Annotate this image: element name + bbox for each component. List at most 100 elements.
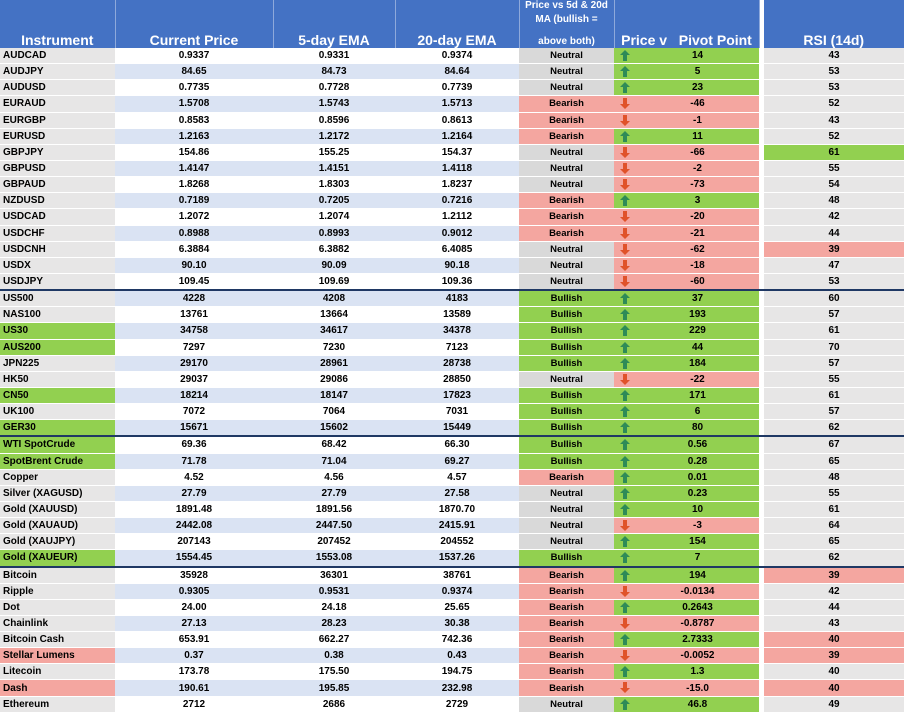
table-row[interactable]: Silver (XAGUSD) 27.79 27.79 27.58 Neutral 0.2…	[0, 485, 904, 502]
cell-instrument[interactable]: Copper	[0, 469, 115, 486]
table-row[interactable]: GBPAUD 1.8268 1.8303 1.8237 Neutral -73 54	[0, 176, 904, 194]
header-ema5[interactable]: 5-day EMA	[273, 28, 396, 48]
cell-instrument[interactable]: USDX	[0, 257, 115, 274]
table-row[interactable]: EURUSD 1.2163 1.2172 1.2164 Bearish 11 52	[0, 128, 904, 145]
cell-instrument[interactable]: Gold (XAUUSD)	[0, 501, 115, 519]
table-row[interactable]: Gold (XAUUSD) 1891.48 1891.56 1870.70 Neutra…	[0, 501, 904, 519]
cell-instrument[interactable]: GBPUSD	[0, 160, 115, 178]
header-pivot[interactable]: Price v Pivot Point	[614, 28, 760, 48]
table-row[interactable]: NAS100 13761 13664 13589 Bullish 193 57	[0, 306, 904, 324]
table-row[interactable]: USDJPY 109.45 109.69 109.36 Neutral -60 53	[0, 273, 904, 291]
table-row[interactable]: Gold (XAUEUR) 1554.45 1553.08 1537.26 Bullis…	[0, 549, 904, 567]
arrow-down-icon	[614, 517, 636, 535]
table-row[interactable]: USDCAD 1.2072 1.2074 1.2112 Bearish -20 42	[0, 208, 904, 226]
header-ema20[interactable]: 20-day EMA	[395, 28, 520, 48]
table-row[interactable]: AUDUSD 0.7735 0.7728 0.7739 Neutral 23 53	[0, 79, 904, 97]
table-row[interactable]: US500 4228 4208 4183 Bullish 37 60	[0, 289, 904, 308]
table-row[interactable]: Copper 4.52 4.56 4.57 Bearish 0.01 48	[0, 469, 904, 486]
cell-gap	[759, 469, 764, 486]
cell-instrument[interactable]: AUDCAD	[0, 48, 115, 65]
table-row[interactable]: Litecoin 173.78 175.50 194.75 Bearish 1.3 40	[0, 663, 904, 681]
cell-instrument[interactable]: Gold (XAUAUD)	[0, 517, 115, 535]
cell-instrument[interactable]: WTI SpotCrude	[0, 435, 115, 454]
cell-instrument[interactable]: UK100	[0, 403, 115, 421]
cell-instrument[interactable]: GER30	[0, 419, 115, 437]
table-row[interactable]: Gold (XAUJPY) 207143 207452 204552 Neutral 15…	[0, 533, 904, 551]
table-row[interactable]: Gold (XAUAUD) 2442.08 2447.50 2415.91 Neutra…	[0, 517, 904, 535]
table-row[interactable]: Dot 24.00 24.18 25.65 Bearish 0.2643 44	[0, 599, 904, 616]
table-row[interactable]: EURAUD 1.5708 1.5743 1.5713 Bearish -46 52	[0, 95, 904, 113]
cell-current-price: 69.36	[115, 435, 273, 454]
table-row[interactable]: Dash 190.61 195.85 232.98 Bearish -15.0 40	[0, 679, 904, 697]
table-row[interactable]: CN50 18214 18147 17823 Bullish 171 61	[0, 387, 904, 405]
cell-instrument[interactable]: EURUSD	[0, 128, 115, 145]
table-row[interactable]: Ripple 0.9305 0.9531 0.9374 Bearish -0.0134 42	[0, 583, 904, 600]
cell-instrument[interactable]: USDCHF	[0, 225, 115, 242]
cell-instrument[interactable]: NAS100	[0, 306, 115, 324]
table-row[interactable]: Bitcoin 35928 36301 38761 Bearish 194 39	[0, 565, 904, 584]
header-trend-line3[interactable]: above both)	[519, 28, 615, 48]
table-row[interactable]: SpotBrent Crude 71.78 71.04 69.27 Bullish 0.2…	[0, 453, 904, 470]
cell-instrument[interactable]: AUDUSD	[0, 79, 115, 97]
table-row[interactable]: AUDJPY 84.65 84.73 84.64 Neutral 5 53	[0, 63, 904, 81]
table-row[interactable]: GER30 15671 15602 15449 Bullish 80 62	[0, 419, 904, 437]
cell-instrument[interactable]: GBPAUD	[0, 176, 115, 194]
cell-instrument[interactable]: Dot	[0, 599, 115, 616]
cell-trend-status: Neutral	[519, 79, 614, 97]
cell-instrument[interactable]: Gold (XAUJPY)	[0, 533, 115, 551]
table-row[interactable]: USDX 90.10 90.09 90.18 Neutral -18 47	[0, 257, 904, 274]
cell-gap	[759, 128, 764, 145]
cell-instrument[interactable]: Litecoin	[0, 663, 115, 681]
cell-instrument[interactable]: NZDUSD	[0, 192, 115, 210]
cell-instrument[interactable]: CN50	[0, 387, 115, 405]
cell-instrument[interactable]: Ethereum	[0, 696, 115, 713]
table-row[interactable]: HK50 29037 29086 28850 Neutral -22 55	[0, 371, 904, 388]
cell-instrument[interactable]: Dash	[0, 679, 115, 697]
header-instrument[interactable]: Instrument	[0, 28, 116, 48]
table-row[interactable]: USDCNH 6.3884 6.3882 6.4085 Neutral -62 39	[0, 241, 904, 258]
table-row[interactable]: EURGBP 0.8583 0.8596 0.8613 Bearish -1 43	[0, 112, 904, 129]
table-row[interactable]: Stellar Lumens 0.37 0.38 0.43 Bearish -0.0052…	[0, 647, 904, 665]
table-row[interactable]: Chainlink 27.13 28.23 30.38 Bearish -0.8787 43	[0, 615, 904, 633]
cell-instrument[interactable]: Bitcoin	[0, 565, 115, 584]
cell-instrument[interactable]: AUS200	[0, 339, 115, 356]
cell-instrument[interactable]: USDJPY	[0, 273, 115, 291]
table-row[interactable]: WTI SpotCrude 69.36 68.42 66.30 Bullish 0.56 6…	[0, 435, 904, 454]
cell-instrument[interactable]: Chainlink	[0, 615, 115, 633]
cell-instrument[interactable]: Silver (XAGUSD)	[0, 485, 115, 502]
cell-instrument[interactable]: US500	[0, 289, 115, 308]
arrow-down-icon	[614, 208, 636, 226]
cell-rsi: 42	[764, 208, 904, 226]
cell-instrument[interactable]: AUDJPY	[0, 63, 115, 81]
header-current-price[interactable]: Current Price	[115, 28, 274, 48]
cell-instrument[interactable]: JPN225	[0, 355, 115, 372]
cell-instrument[interactable]: Bitcoin Cash	[0, 631, 115, 649]
cell-instrument[interactable]: USDCNH	[0, 241, 115, 258]
cell-pivot-point: 46.8	[636, 696, 759, 713]
table-row[interactable]: USDCHF 0.8988 0.8993 0.9012 Bearish -21 44	[0, 225, 904, 242]
cell-rsi: 48	[764, 469, 904, 486]
table-row[interactable]: JPN225 29170 28961 28738 Bullish 184 57	[0, 355, 904, 372]
table-row[interactable]: Bitcoin Cash 653.91 662.27 742.36 Bearish 2.7…	[0, 631, 904, 649]
cell-instrument[interactable]: GBPJPY	[0, 144, 115, 161]
table-row[interactable]: GBPJPY 154.86 155.25 154.37 Neutral -66 61	[0, 144, 904, 161]
table-row[interactable]: NZDUSD 0.7189 0.7205 0.7216 Bearish 3 48	[0, 192, 904, 210]
header-price-vs: Price v	[621, 32, 668, 48]
cell-instrument[interactable]: USDCAD	[0, 208, 115, 226]
cell-instrument[interactable]: US30	[0, 322, 115, 340]
cell-instrument[interactable]: Ripple	[0, 583, 115, 600]
table-row[interactable]: US30 34758 34617 34378 Bullish 229 61	[0, 322, 904, 340]
table-row[interactable]: AUDCAD 0.9337 0.9331 0.9374 Neutral 14 43	[0, 48, 904, 65]
table-row[interactable]: GBPUSD 1.4147 1.4151 1.4118 Neutral -2 55	[0, 160, 904, 178]
cell-instrument[interactable]: Stellar Lumens	[0, 647, 115, 665]
cell-instrument[interactable]: Gold (XAUEUR)	[0, 549, 115, 567]
cell-gap	[759, 517, 764, 535]
table-row[interactable]: Ethereum 2712 2686 2729 Neutral 46.8 49	[0, 696, 904, 713]
cell-instrument[interactable]: EURGBP	[0, 112, 115, 129]
cell-instrument[interactable]: EURAUD	[0, 95, 115, 113]
table-row[interactable]: AUS200 7297 7230 7123 Bullish 44 70	[0, 339, 904, 356]
table-row[interactable]: UK100 7072 7064 7031 Bullish 6 57	[0, 403, 904, 421]
header-rsi[interactable]: RSI (14d)	[764, 28, 904, 48]
cell-instrument[interactable]: HK50	[0, 371, 115, 388]
cell-instrument[interactable]: SpotBrent Crude	[0, 453, 115, 470]
